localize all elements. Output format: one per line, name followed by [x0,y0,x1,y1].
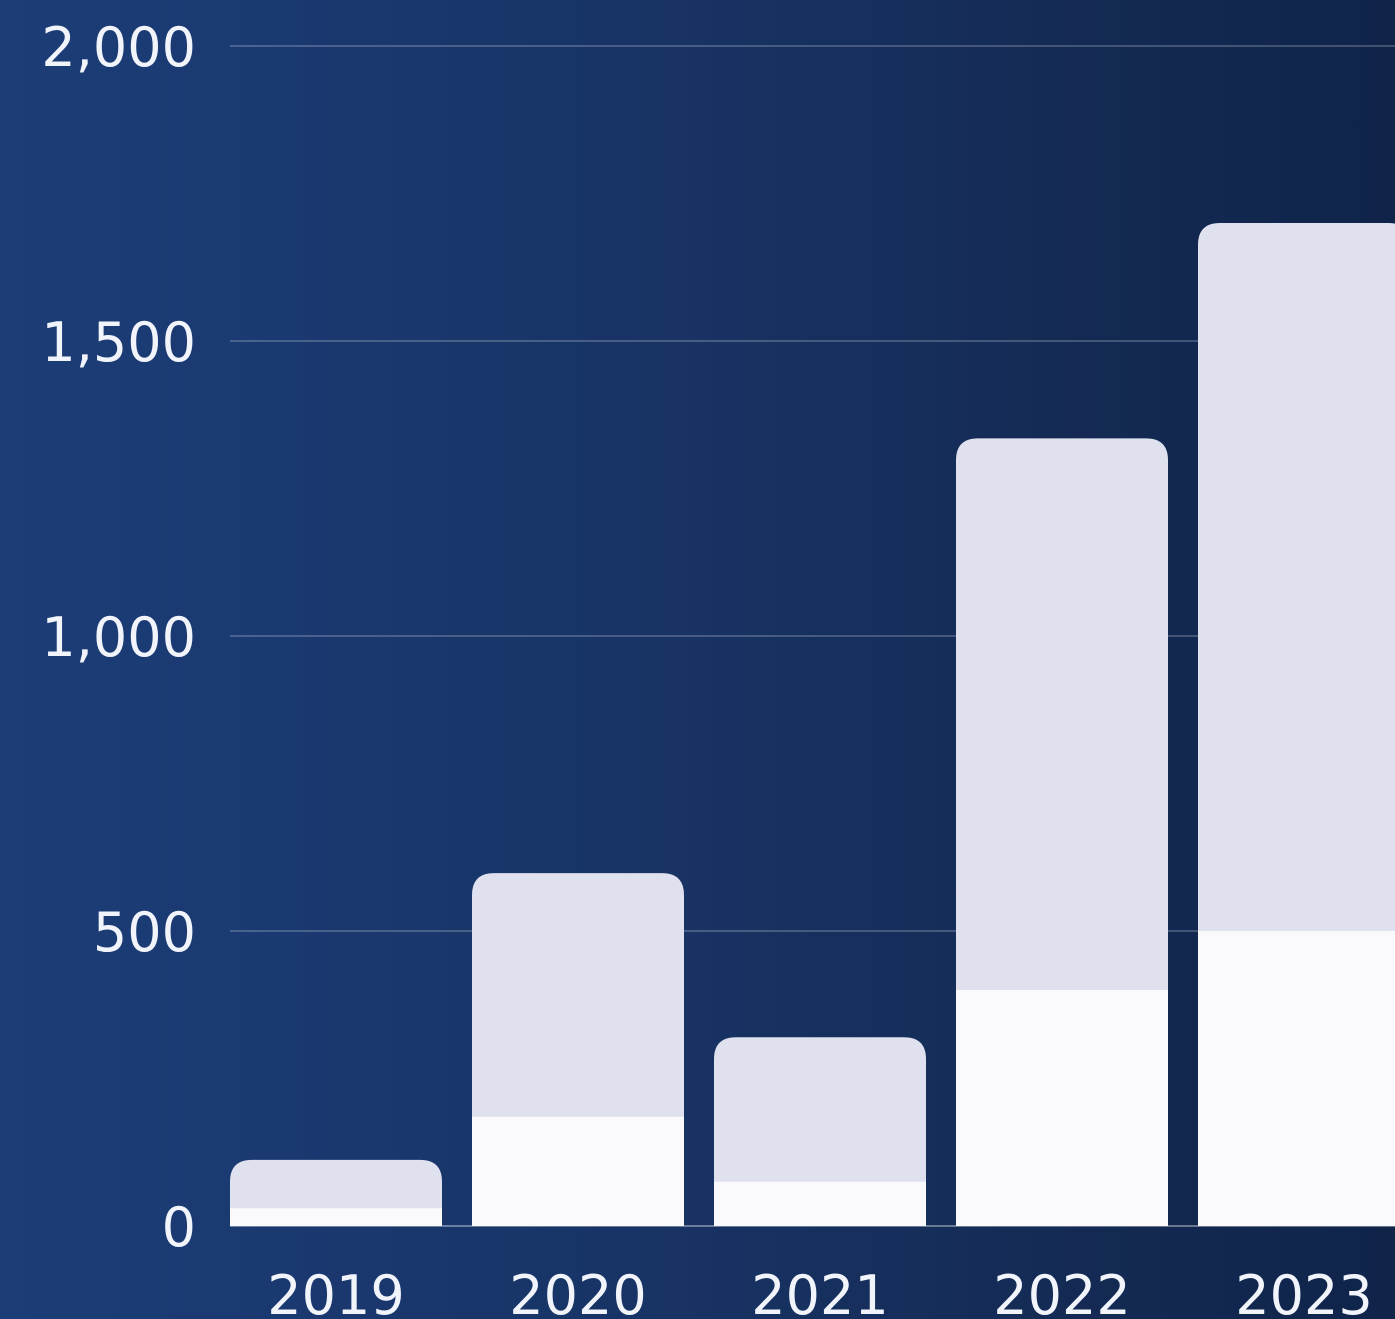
bar-segment-bottom [956,990,1168,1226]
bar-segment-bottom [714,1181,926,1226]
bar-segment-bottom [472,1116,684,1226]
x-tick-label: 2022 [993,1264,1130,1319]
x-tick-label: 2020 [509,1264,646,1319]
y-tick-label: 500 [93,901,196,964]
bars [230,223,1395,1227]
x-tick-label: 2021 [751,1264,888,1319]
y-tick-label: 1,000 [41,606,196,669]
bar-segment-bottom [1198,931,1395,1226]
bar-segment-bottom [230,1208,442,1226]
y-tick-label: 1,500 [41,311,196,374]
y-axis-ticks: 0 500 1,000 1,500 2,000 [41,16,196,1259]
y-tick-label: 0 [162,1196,196,1259]
x-tick-label: 2019 [267,1264,404,1319]
x-tick-label: 2023 [1235,1264,1372,1319]
y-tick-label: 2,000 [41,16,196,79]
bar-segment-top [714,1037,926,1226]
x-axis-ticks: 2019 2020 2021 2022 2023 [267,1264,1372,1319]
